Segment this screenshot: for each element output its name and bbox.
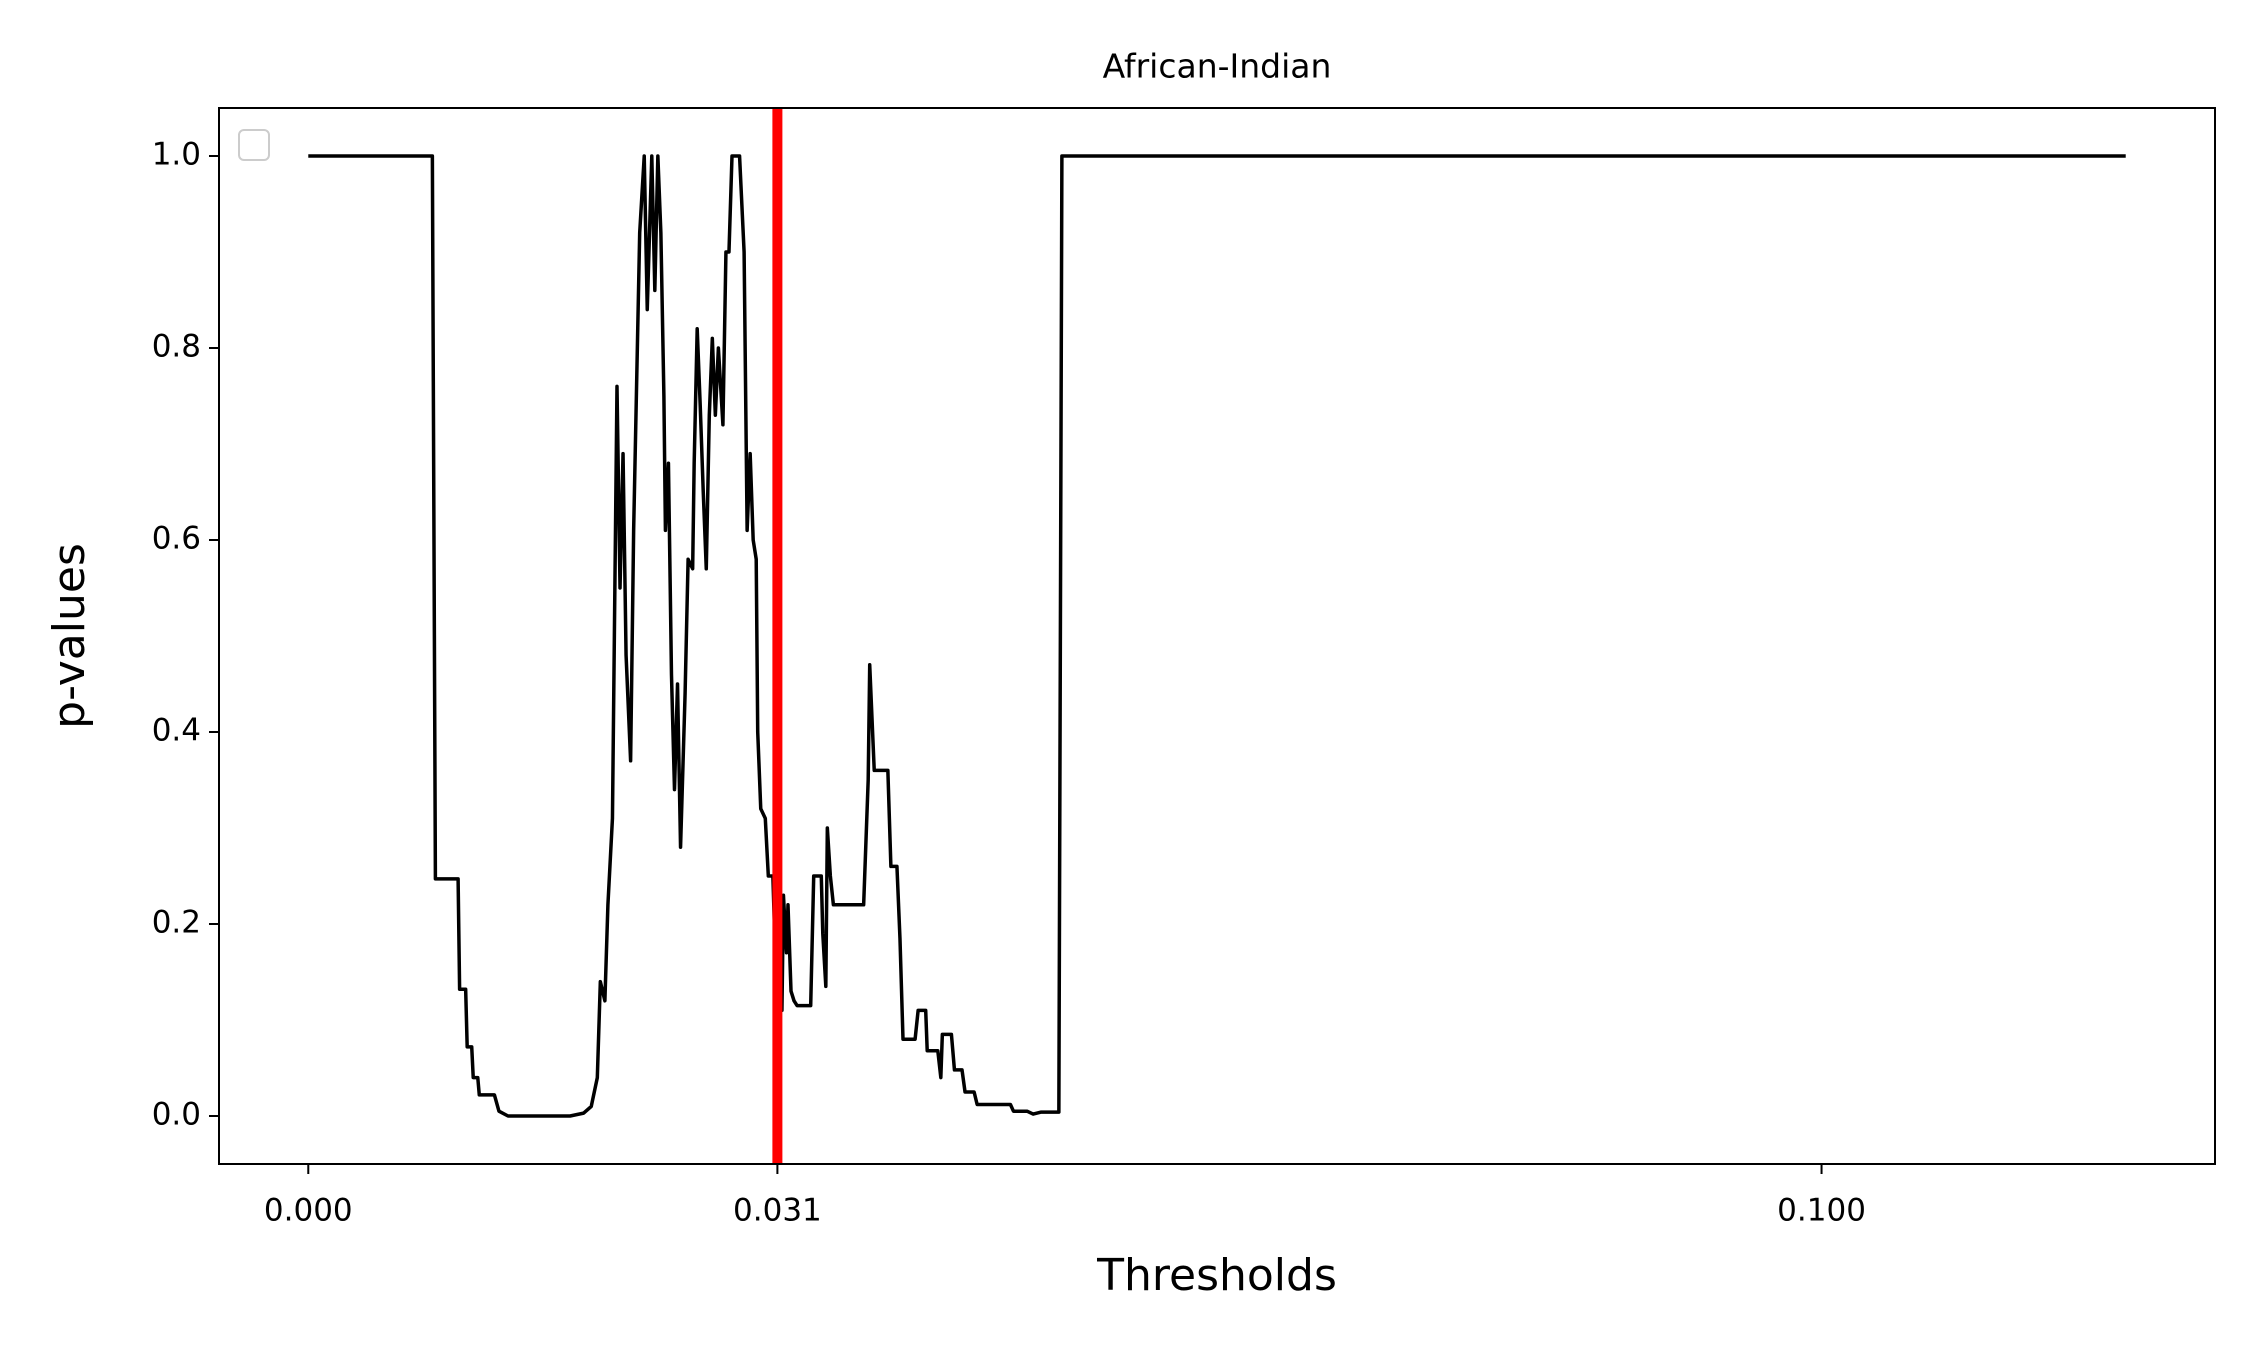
y-tick-label: 0.6 <box>152 521 201 557</box>
y-tick-label: 0.2 <box>152 905 201 941</box>
y-tick-label: 0.4 <box>152 713 201 749</box>
x-tick-label: 0.100 <box>1777 1193 1866 1229</box>
plot-frame <box>218 107 2216 1165</box>
y-tick-label: 1.0 <box>152 137 201 173</box>
x-axis-label: Thresholds <box>1096 1250 1337 1301</box>
legend-box <box>238 129 270 161</box>
chart-title: African-Indian <box>1103 47 1332 86</box>
x-tick-label: 0.000 <box>264 1193 353 1229</box>
data-line <box>308 154 2126 1118</box>
x-tick-label: 0.031 <box>733 1193 822 1229</box>
y-axis-label: p-values <box>44 543 95 729</box>
y-tick-label: 0.0 <box>152 1097 201 1133</box>
y-tick-label: 0.8 <box>152 329 201 365</box>
